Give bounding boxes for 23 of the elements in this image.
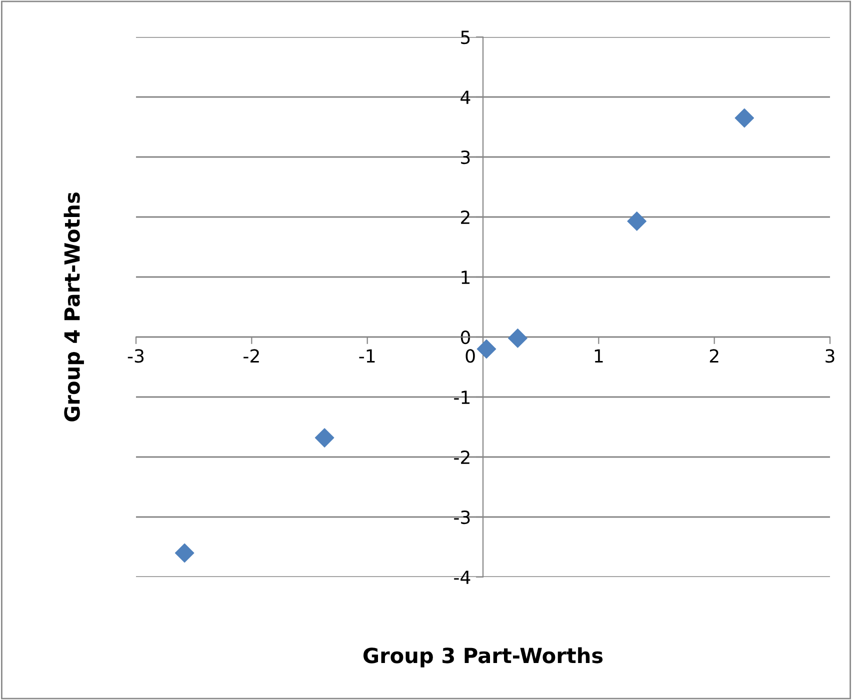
x-axis-title: Group 3 Part-Worths (363, 647, 603, 668)
point (476, 339, 496, 359)
y-axis-title: Group 4 Part-Woths (64, 192, 84, 422)
point (734, 108, 754, 128)
y-tick-label: 5 (461, 30, 470, 44)
x-tick-label: -3 (128, 349, 144, 363)
x-tick-label: -2 (244, 349, 259, 363)
y-tick-label: -1 (454, 390, 470, 404)
y-tick-label: 2 (461, 210, 470, 224)
point (627, 212, 647, 231)
y-tick-label: -3 (454, 510, 470, 524)
y-tick-label: -4 (454, 570, 470, 584)
x-tick-label: 1 (594, 349, 603, 363)
x-tick-label: -1 (359, 349, 375, 363)
y-tick-label: -2 (454, 450, 470, 464)
point (508, 328, 528, 348)
y-tick-label: 4 (460, 90, 470, 104)
point (174, 543, 194, 563)
y-tick-label: 1 (462, 270, 470, 284)
x-tick-label: 2 (710, 349, 718, 363)
y-tick-label: 3 (461, 150, 470, 164)
x-tick-label: 3 (826, 349, 834, 363)
point (314, 428, 334, 448)
